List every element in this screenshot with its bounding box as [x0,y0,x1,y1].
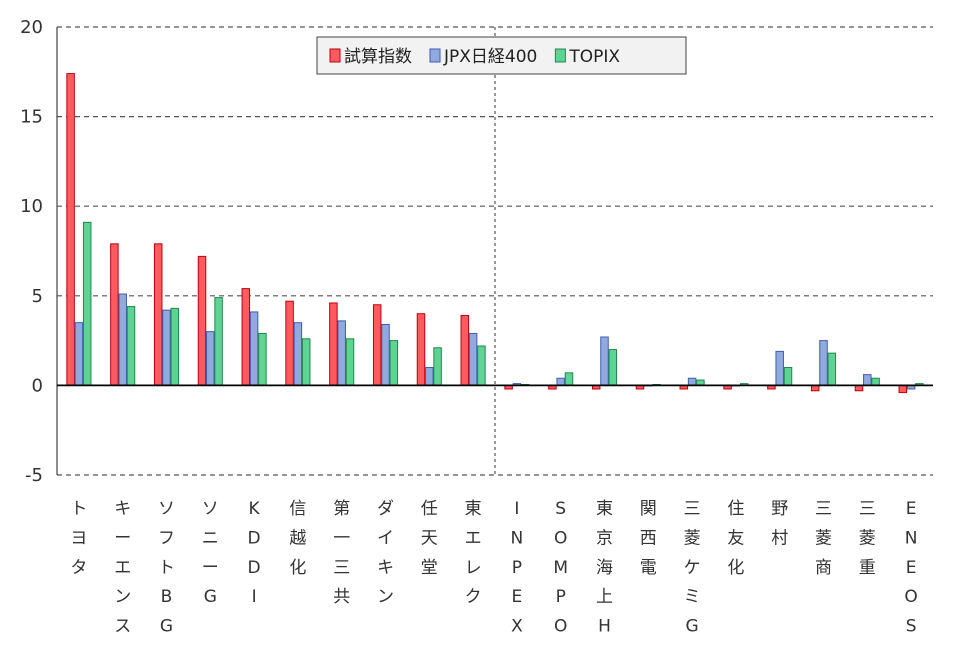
x-tick-label: 三菱ケミ G [684,499,701,637]
bar [301,338,311,386]
bar [687,377,697,386]
x-tick-label: ソフト B G [158,499,175,637]
bar [600,336,609,386]
bar [775,350,784,386]
bar [293,322,303,386]
y-tick-label: 5 [32,286,43,307]
legend-label: 試算指数 [344,47,412,67]
bar [345,338,355,386]
y-tick-label: 10 [20,196,43,217]
bar [214,297,223,386]
legend: 試算指数 JPX日経400 TOPIX [316,36,687,75]
x-tick-label: 東エレク [465,499,482,607]
legend-box [316,36,687,75]
x-tick-label: 任天堂 [421,499,438,578]
bar [241,288,251,386]
bar [110,243,119,386]
legend-label: JPX日経400 [443,47,537,67]
bar [827,352,837,386]
bar [468,332,478,386]
bar [118,293,127,386]
bar [258,332,267,386]
legend-swatch [429,48,441,63]
bar [249,311,259,386]
x-tick-label: 三菱重 [859,499,876,578]
bar [82,221,92,386]
bar [564,372,574,386]
bar [170,307,180,386]
bar [425,366,434,386]
bar [372,304,382,386]
bar [74,322,84,386]
series-1 [66,73,908,394]
bar [206,331,215,386]
legend-swatch [329,48,341,63]
bar [337,320,346,386]
x-tick-label: 東京海上 H [596,499,613,637]
x-tick-label: 関西電 [640,499,657,578]
bar [863,374,872,386]
bar [416,313,426,386]
bar [783,366,793,386]
bar [556,377,565,386]
x-tick-label: 野村 [771,499,788,548]
x-tick-label: トヨタ [70,499,87,578]
bar [898,384,908,394]
y-tick-label: -5 [25,465,43,486]
y-tick-label: 15 [20,107,43,128]
legend-swatch [554,48,566,63]
bar [162,309,171,386]
x-tick-label: 第一三共 [333,499,350,607]
bar [126,306,136,386]
bar [819,340,828,386]
bar [285,300,294,386]
x-tick-label: ダイキン [377,499,394,607]
bar [66,73,75,386]
bar [460,315,470,386]
bar [433,347,442,386]
bar [153,243,163,386]
bar [197,255,207,386]
x-tick-label: 信越化 [289,499,306,578]
bar [477,345,486,386]
series-2 [74,293,916,390]
x-tick-label: ソニー G [202,499,219,607]
bar [381,323,390,386]
y-tick-label: 20 [20,17,43,38]
bar [389,340,399,386]
bar [329,302,338,386]
bar [871,377,880,386]
legend-label: TOPIX [568,47,620,67]
y-tick-label: 0 [32,375,43,396]
x-tick-label: 住友化 [727,499,744,578]
x-tick-label: 三菱商 [815,499,832,578]
bar [608,349,618,386]
x-tick-label: キーエンス [114,499,131,637]
